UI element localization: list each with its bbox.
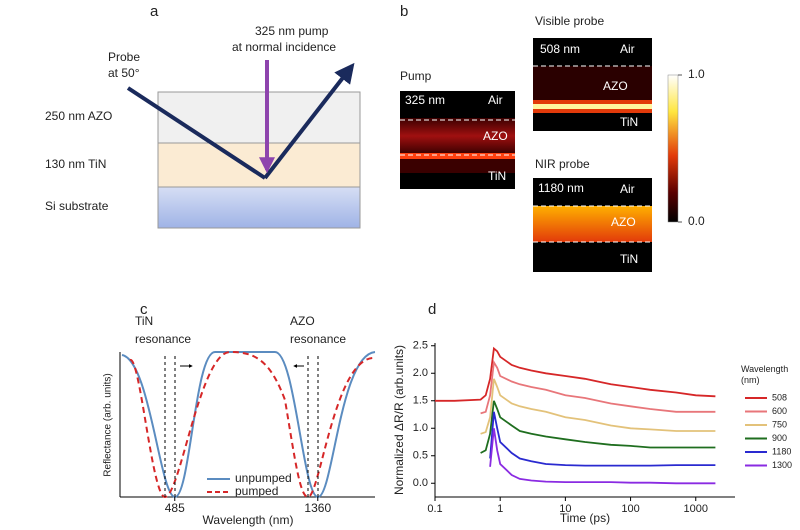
map-title: Pump <box>400 69 432 83</box>
field-band <box>533 100 652 104</box>
legend-label: 1180 <box>772 446 791 456</box>
x-axis-label: Wavelength (nm) <box>203 513 294 527</box>
y-tick-label: 2.5 <box>413 340 428 352</box>
layer-label: TiN <box>620 115 638 129</box>
panel-c: c TiN resonance AZO resonance Reflectanc… <box>103 301 376 527</box>
series-line <box>480 378 716 435</box>
wavelength: 508 nm <box>540 42 580 56</box>
map-title: Visible probe <box>535 14 604 28</box>
colorbar <box>667 74 679 223</box>
layer-label: AZO <box>603 79 628 93</box>
x-tick-label: 485 <box>165 501 185 515</box>
x-tick-label: 1360 <box>304 501 331 515</box>
panel-a: a 250 nm AZO 130 nm TiN Si substrate Pro… <box>45 3 361 229</box>
panel-d: d Time (ps) Normalized ΔR/R (arb.units) … <box>392 301 792 525</box>
legend-label: 1300 <box>772 460 792 470</box>
panel-label: c <box>140 301 148 318</box>
si-layer <box>157 186 361 229</box>
legend-label: 900 <box>772 433 787 443</box>
panel-label: b <box>400 3 408 20</box>
y-tick-label: 0.5 <box>413 450 428 462</box>
annotation: TiN <box>135 314 153 328</box>
annotation: resonance <box>290 332 346 346</box>
pump-label: at normal incidence <box>232 40 336 54</box>
series-line <box>435 346 716 402</box>
wavelength: 1180 nm <box>538 181 584 195</box>
y-axis-label: Normalized ΔR/R (arb.units) <box>392 345 406 495</box>
unpumped-curve <box>121 351 376 499</box>
wavelength: 325 nm <box>405 93 445 107</box>
layer-label: Si substrate <box>45 199 109 213</box>
series-line <box>489 428 716 485</box>
legend-label: 750 <box>772 419 787 429</box>
probe-label: at 50° <box>108 66 140 80</box>
annotation: resonance <box>135 332 191 346</box>
tin-layer <box>157 142 361 188</box>
layer-label: AZO <box>483 129 508 143</box>
y-tick-label: 0.0 <box>413 477 428 489</box>
layer-label: TiN <box>620 252 638 266</box>
series-line <box>480 359 716 415</box>
series-line <box>480 400 716 454</box>
annotation: AZO <box>290 314 315 328</box>
field-band <box>400 159 515 173</box>
colorbar-label: 0.0 <box>688 214 705 228</box>
y-tick-label: 1.5 <box>413 395 428 407</box>
x-tick-label: 100 <box>621 503 639 515</box>
field-band <box>533 109 652 113</box>
panel-label: a <box>150 3 159 20</box>
layer-label: 130 nm TiN <box>45 157 106 171</box>
layer-label: AZO <box>611 215 636 229</box>
probe-beam <box>126 86 267 180</box>
x-tick-label: 1000 <box>684 503 708 515</box>
layer-label: Air <box>620 42 635 56</box>
x-tick-label: 0.1 <box>427 503 442 515</box>
series-line <box>489 411 716 467</box>
field-band <box>533 66 652 102</box>
layer-label: 250 nm AZO <box>45 109 112 123</box>
pumped-curve <box>129 350 376 499</box>
map-title: NIR probe <box>535 157 590 171</box>
y-axis-label: Reflectance (arb. units) <box>103 373 114 476</box>
legend-title-box: Wavelength (nm) <box>741 364 789 385</box>
panel-label: d <box>428 301 436 318</box>
colorbar-label: 1.0 <box>688 67 705 81</box>
probe-label: Probe <box>108 50 140 64</box>
x-tick-label: 10 <box>559 503 571 515</box>
field-band <box>533 104 652 109</box>
legend-label: 508 <box>772 392 787 402</box>
x-axis-label: Time (ps) <box>560 511 610 525</box>
field-band <box>400 153 515 159</box>
legend-label: pumped <box>235 484 278 498</box>
y-tick-label: 2.0 <box>413 367 428 379</box>
y-tick-label: 1.0 <box>413 422 428 434</box>
layer-label: Air <box>488 93 503 107</box>
legend-label: 600 <box>772 406 787 416</box>
field-band <box>400 118 515 154</box>
pump-label: 325 nm pump <box>255 24 329 38</box>
azo-layer <box>157 91 361 144</box>
field-band <box>533 206 652 242</box>
x-tick-label: 1 <box>497 503 503 515</box>
layer-label: TiN <box>488 169 506 183</box>
legend-title: Wavelength (nm) <box>741 364 789 385</box>
reflected-beam <box>263 62 355 180</box>
layer-label: Air <box>620 182 635 196</box>
legend-label: unpumped <box>235 471 292 485</box>
panel-b: b Pump 325 nm Air AZO TiN Visible probe … <box>400 3 705 272</box>
